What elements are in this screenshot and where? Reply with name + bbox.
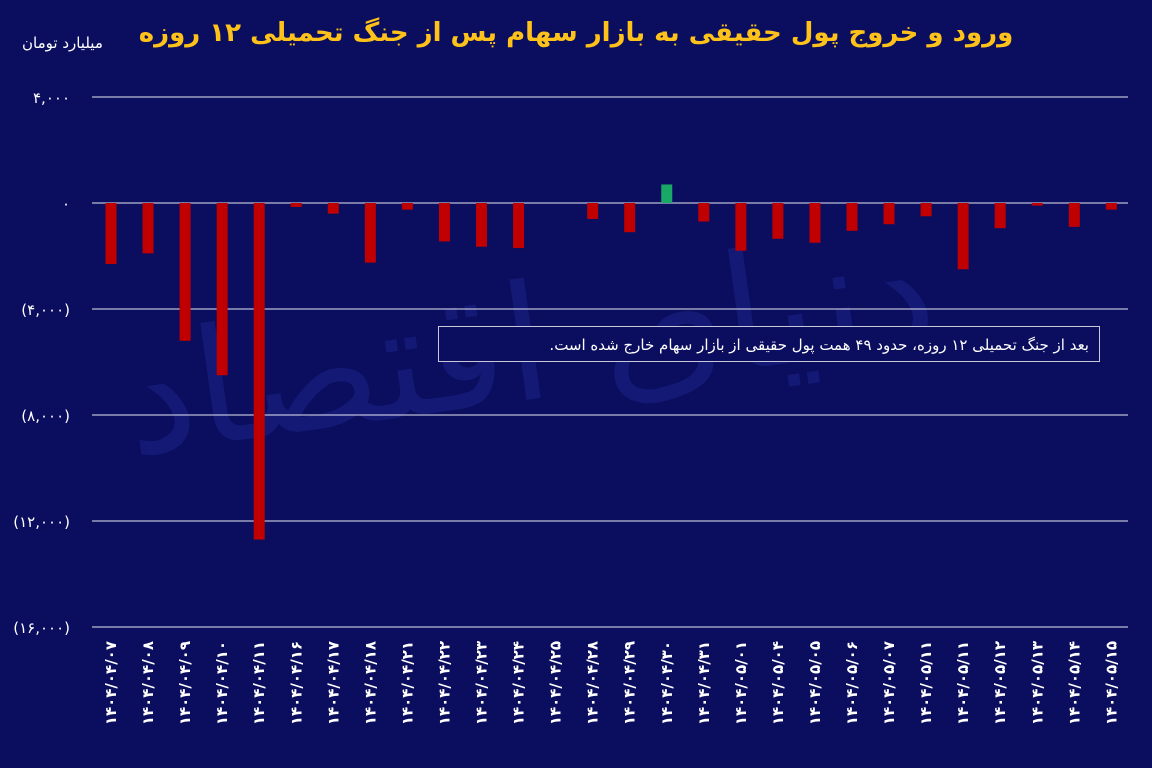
bar (327, 203, 339, 214)
bar (142, 203, 154, 254)
x-tick-label: ۱۴۰۴/۰۵/۱۱ (917, 641, 935, 725)
x-tick-label: ۱۴۰۴/۰۵/۱۴ (1065, 641, 1083, 725)
x-tick-label: ۱۴۰۴/۰۴/۲۹ (621, 641, 639, 725)
bar (883, 203, 895, 225)
bar (476, 203, 487, 247)
bar (105, 203, 117, 264)
x-tick-label: ۱۴۰۴/۰۵/۰۷ (880, 641, 898, 725)
y-tick-label: (۸,۰۰۰) (21, 407, 70, 425)
bar (253, 203, 265, 540)
x-tick-label: ۱۴۰۴/۰۵/۰۴ (769, 641, 787, 725)
x-tick-label: ۱۴۰۴/۰۴/۲۳ (473, 641, 491, 725)
x-tick-label: ۱۴۰۴/۰۴/۲۱ (398, 641, 416, 725)
bar (1068, 203, 1080, 227)
bar (216, 203, 228, 376)
bar (661, 184, 673, 203)
x-tick-label: ۱۴۰۴/۰۴/۱۷ (324, 641, 342, 725)
x-tick-label: ۱۴۰۴/۰۴/۲۵ (547, 641, 565, 725)
bar (920, 203, 932, 217)
y-tick-label: (۱۲,۰۰۰) (13, 513, 70, 531)
x-tick-label: ۱۴۰۴/۰۵/۱۱ (954, 641, 972, 725)
x-tick-label: ۱۴۰۴/۰۴/۳۱ (695, 641, 713, 725)
bar (364, 203, 376, 263)
bar (624, 203, 636, 233)
x-tick-label: ۱۴۰۴/۰۵/۰۱ (732, 641, 750, 725)
x-tick-label: ۱۴۰۴/۰۵/۱۲ (991, 641, 1009, 725)
x-tick-label: ۱۴۰۴/۰۴/۱۱ (250, 641, 268, 725)
bar (401, 203, 413, 210)
x-tick-label: ۱۴۰۴/۰۵/۰۶ (843, 641, 861, 725)
bar (179, 203, 191, 341)
x-tick-label: ۱۴۰۴/۰۴/۱۶ (287, 641, 305, 725)
y-axis-unit-label: میلیارد تومان (22, 34, 103, 52)
x-tick-label: ۱۴۰۴/۰۵/۰۵ (806, 641, 824, 725)
bar (513, 203, 525, 249)
y-tick-label: ۰ (62, 195, 70, 213)
x-tick-label: ۱۴۰۴/۰۴/۱۰ (213, 641, 231, 725)
x-tick-label: ۱۴۰۴/۰۴/۰۹ (176, 641, 194, 725)
bar (1031, 203, 1043, 206)
chart-title: ورود و خروج پول حقیقی به بازار سهام پس ا… (138, 18, 1014, 48)
x-tick-label: ۱۴۰۴/۰۴/۲۸ (584, 641, 602, 725)
x-tick-label: ۱۴۰۴/۰۴/۰۷ (102, 641, 120, 725)
bar (438, 203, 450, 242)
bar (994, 203, 1006, 229)
bar (587, 203, 599, 219)
bar (735, 203, 747, 251)
bar (957, 203, 969, 270)
x-tick-label: ۱۴۰۴/۰۴/۲۴ (510, 641, 528, 725)
x-tick-label: ۱۴۰۴/۰۴/۳۰ (658, 641, 676, 725)
bar (290, 203, 302, 207)
x-tick-label: ۱۴۰۴/۰۴/۲۲ (435, 641, 453, 725)
x-tick-label: ۱۴۰۴/۰۴/۱۸ (361, 641, 379, 725)
y-tick-label: (۱۶,۰۰۰) (13, 619, 70, 637)
y-tick-label: ۴,۰۰۰ (33, 89, 70, 107)
bar (1105, 203, 1117, 210)
y-tick-label: (۴,۰۰۰) (21, 301, 70, 319)
annotation-box: بعد از جنگ تحمیلی ۱۲ روزه، حدود ۴۹ همت پ… (438, 326, 1100, 362)
x-tick-label: ۱۴۰۴/۰۵/۱۵ (1102, 641, 1120, 725)
x-tick-label: ۱۴۰۴/۰۵/۱۳ (1028, 641, 1046, 725)
bar (846, 203, 858, 231)
bar (772, 203, 784, 239)
x-tick-label: ۱۴۰۴/۰۴/۰۸ (139, 641, 157, 725)
bar (698, 203, 710, 222)
bar (809, 203, 821, 243)
